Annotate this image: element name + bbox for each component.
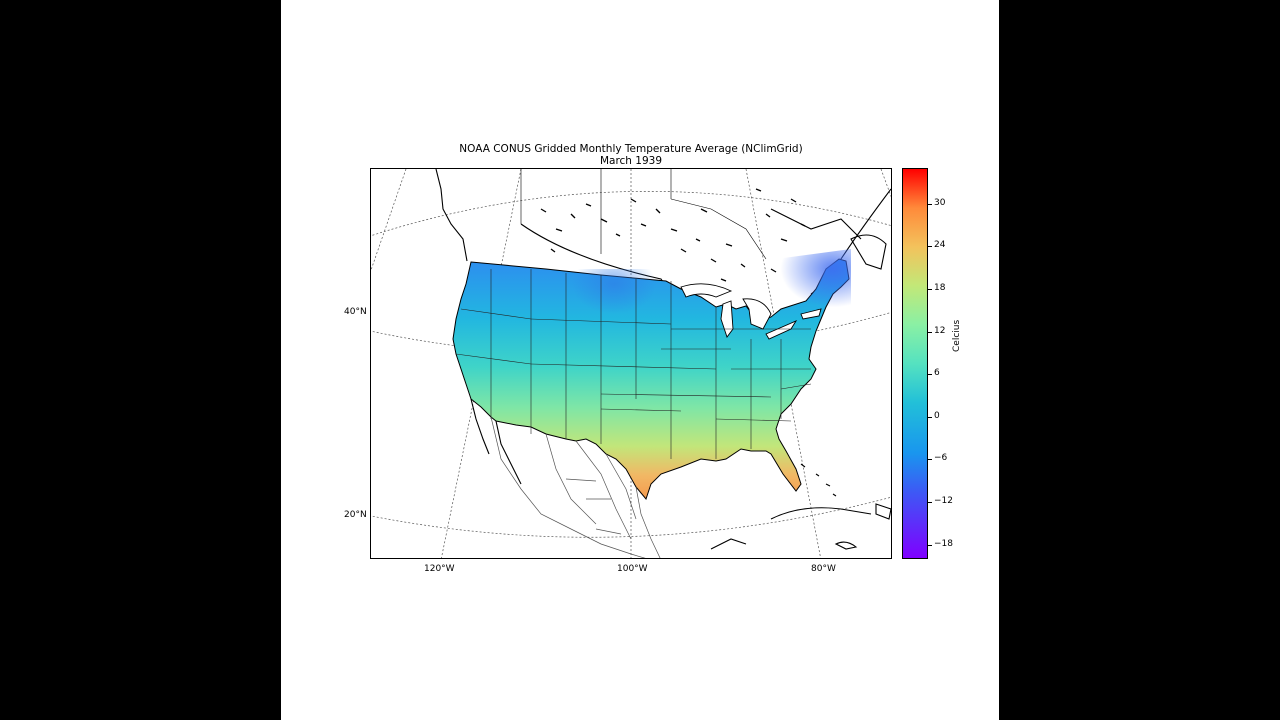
canada-borders bbox=[520, 169, 767, 260]
colorbar-tick-label: 0 bbox=[934, 410, 940, 421]
map-subtitle: March 1939 bbox=[599, 155, 663, 167]
colorbar-tick-label: −18 bbox=[934, 538, 953, 549]
lon-line-120 bbox=[441, 169, 522, 558]
colorbar-tick-mark bbox=[928, 331, 932, 333]
bahamas bbox=[800, 463, 837, 497]
jamaica bbox=[834, 541, 858, 550]
cold-region-midwest bbox=[551, 269, 691, 369]
colorbar-tick-mark bbox=[928, 416, 932, 418]
cold-region-northeast bbox=[701, 249, 851, 359]
colorbar-label: Celcius bbox=[952, 319, 962, 352]
mexico-borders bbox=[490, 416, 661, 558]
map-title-line: NOAA CONUS Gridded Monthly Temperature A… bbox=[459, 143, 803, 155]
lake-ontario bbox=[800, 308, 822, 320]
lat-label-40: 40°N bbox=[344, 307, 367, 317]
lake-huron bbox=[742, 298, 772, 330]
lon-line-130 bbox=[371, 169, 407, 272]
lat-line-60 bbox=[371, 191, 891, 237]
colorbar-tick-label: 24 bbox=[934, 240, 946, 251]
lon-label-120: 120°W bbox=[424, 564, 455, 574]
caribbean-islands bbox=[710, 463, 891, 550]
colorbar-tick-label: −12 bbox=[934, 496, 953, 507]
colorbar-tick-label: 12 bbox=[934, 325, 946, 336]
lake-superior bbox=[680, 283, 733, 298]
mexico-coast bbox=[470, 398, 522, 485]
colorbar-tick-mark bbox=[928, 374, 932, 376]
state-borders bbox=[455, 269, 812, 459]
colorbar-tick-label: 30 bbox=[934, 197, 946, 208]
colorbar-tick-mark bbox=[928, 246, 932, 248]
canada-lakes bbox=[540, 188, 806, 282]
colorbar-tick-mark bbox=[928, 544, 932, 546]
colorbar-tick-mark bbox=[928, 288, 932, 290]
map-svg bbox=[371, 169, 891, 558]
colorbar-tick-label: 18 bbox=[934, 282, 946, 293]
colorbar-tick-mark bbox=[928, 459, 932, 461]
colorbar bbox=[902, 168, 928, 559]
lon-label-80: 80°W bbox=[811, 564, 836, 574]
lon-label-100: 100°W bbox=[617, 564, 648, 574]
map-title: NOAA CONUS Gridded Monthly Temperature A… bbox=[370, 143, 892, 167]
lat-label-20: 20°N bbox=[344, 510, 367, 520]
map-panel bbox=[370, 168, 892, 559]
lake-michigan bbox=[720, 300, 734, 338]
great-lakes bbox=[680, 283, 822, 340]
yucatan bbox=[710, 538, 747, 550]
colorbar-tick-label: −6 bbox=[934, 453, 948, 464]
lat-line-20 bbox=[371, 496, 891, 538]
cuba bbox=[770, 507, 872, 520]
lon-line-70 bbox=[880, 169, 891, 198]
colorbar-tick-mark bbox=[928, 502, 932, 504]
colorbar-tick-mark bbox=[928, 203, 932, 205]
colorbar-tick-label: 6 bbox=[934, 368, 940, 379]
hispaniola bbox=[875, 503, 891, 520]
